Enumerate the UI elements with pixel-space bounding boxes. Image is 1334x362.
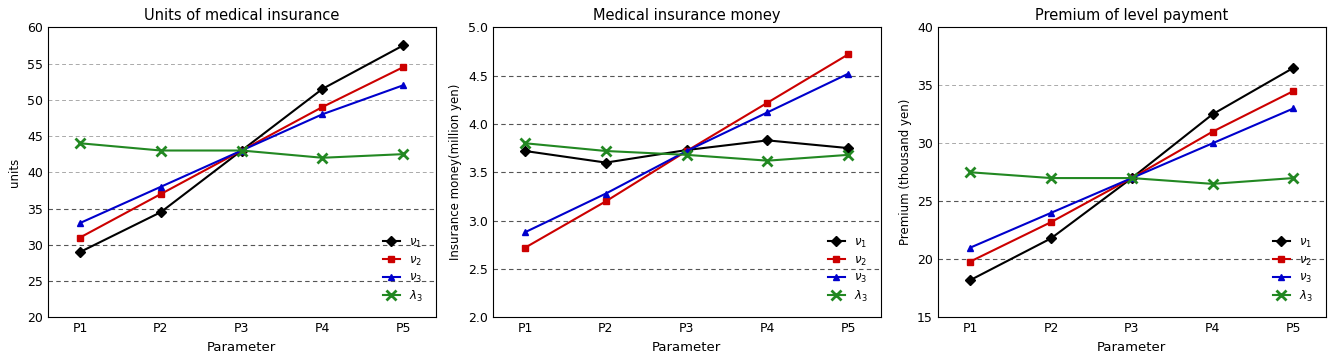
Line: $\nu_2$: $\nu_2$ xyxy=(522,51,851,251)
$\lambda_3$ xyxy=(1205,182,1221,186)
Line: $\nu_1$: $\nu_1$ xyxy=(967,64,1297,283)
$\nu_1$ xyxy=(1286,66,1302,70)
$\nu_1$ xyxy=(1123,176,1139,180)
$\nu_2$ xyxy=(395,65,411,69)
$\nu_2$ xyxy=(759,101,775,105)
$\nu_3$ xyxy=(518,230,534,234)
$\nu_1$ xyxy=(395,43,411,47)
Y-axis label: Insurance money(million yen): Insurance money(million yen) xyxy=(450,84,463,260)
$\lambda_3$ xyxy=(315,156,331,160)
$\nu_2$ xyxy=(840,52,856,56)
$\lambda_3$ xyxy=(598,149,614,153)
$\nu_2$ xyxy=(1286,89,1302,93)
$\nu_1$ xyxy=(518,149,534,153)
$\nu_1$ xyxy=(598,160,614,165)
Line: $\nu_2$: $\nu_2$ xyxy=(967,88,1297,265)
$\nu_1$ xyxy=(153,210,169,214)
$\nu_3$ xyxy=(1205,141,1221,146)
$\nu_1$ xyxy=(315,87,331,91)
$\nu_3$ xyxy=(153,185,169,189)
Title: Premium of level payment: Premium of level payment xyxy=(1035,8,1229,23)
$\nu_3$ xyxy=(72,221,88,225)
X-axis label: Parameter: Parameter xyxy=(1097,341,1166,354)
$\nu_1$ xyxy=(233,148,249,153)
$\nu_3$ xyxy=(395,83,411,88)
$\nu_3$ xyxy=(1123,176,1139,180)
Y-axis label: units: units xyxy=(8,157,21,187)
$\nu_2$ xyxy=(72,235,88,240)
Line: $\nu_3$: $\nu_3$ xyxy=(76,82,407,227)
$\nu_2$ xyxy=(1205,130,1221,134)
$\nu_3$ xyxy=(1043,211,1059,215)
$\lambda_3$ xyxy=(759,159,775,163)
$\lambda_3$ xyxy=(840,153,856,157)
$\nu_2$ xyxy=(153,192,169,196)
Line: $\lambda_3$: $\lambda_3$ xyxy=(75,138,408,163)
$\nu_1$ xyxy=(1205,112,1221,117)
Legend: $\nu_1$, $\nu_2$, $\nu_3$, $\lambda_3$: $\nu_1$, $\nu_2$, $\nu_3$, $\lambda_3$ xyxy=(1269,231,1318,308)
$\lambda_3$ xyxy=(1123,176,1139,180)
$\nu_1$ xyxy=(962,278,978,282)
$\nu_2$ xyxy=(962,260,978,264)
$\lambda_3$ xyxy=(679,153,695,157)
$\lambda_3$ xyxy=(395,152,411,156)
$\nu_3$ xyxy=(598,191,614,196)
$\nu_2$ xyxy=(1043,220,1059,224)
$\nu_1$ xyxy=(72,250,88,254)
$\nu_3$ xyxy=(840,72,856,76)
$\lambda_3$ xyxy=(962,170,978,174)
$\nu_2$ xyxy=(315,105,331,109)
$\nu_1$ xyxy=(759,138,775,143)
Legend: $\nu_1$, $\nu_2$, $\nu_3$, $\lambda_3$: $\nu_1$, $\nu_2$, $\nu_3$, $\lambda_3$ xyxy=(379,231,428,308)
Line: $\lambda_3$: $\lambda_3$ xyxy=(520,138,854,165)
Line: $\nu_2$: $\nu_2$ xyxy=(76,64,407,241)
$\lambda_3$ xyxy=(518,141,534,146)
$\lambda_3$ xyxy=(1286,176,1302,180)
$\nu_1$ xyxy=(679,148,695,152)
$\lambda_3$ xyxy=(1043,176,1059,180)
X-axis label: Parameter: Parameter xyxy=(652,341,722,354)
$\nu_2$ xyxy=(598,199,614,203)
Line: $\nu_3$: $\nu_3$ xyxy=(967,105,1297,251)
$\nu_3$ xyxy=(679,149,695,153)
$\lambda_3$ xyxy=(233,148,249,153)
$\lambda_3$ xyxy=(72,141,88,146)
X-axis label: Parameter: Parameter xyxy=(207,341,276,354)
$\nu_2$ xyxy=(233,148,249,153)
$\nu_3$ xyxy=(315,112,331,117)
Line: $\lambda_3$: $\lambda_3$ xyxy=(966,167,1298,189)
Line: $\nu_1$: $\nu_1$ xyxy=(522,137,851,166)
$\nu_3$ xyxy=(759,110,775,114)
$\nu_1$ xyxy=(1043,236,1059,241)
$\nu_3$ xyxy=(962,245,978,250)
Title: Units of medical insurance: Units of medical insurance xyxy=(144,8,339,23)
Title: Medical insurance money: Medical insurance money xyxy=(592,8,780,23)
$\nu_3$ xyxy=(233,148,249,153)
$\lambda_3$ xyxy=(153,148,169,153)
Line: $\nu_1$: $\nu_1$ xyxy=(76,42,407,256)
$\nu_2$ xyxy=(679,149,695,153)
Legend: $\nu_1$, $\nu_2$, $\nu_3$, $\lambda_3$: $\nu_1$, $\nu_2$, $\nu_3$, $\lambda_3$ xyxy=(823,231,872,308)
Line: $\nu_3$: $\nu_3$ xyxy=(522,70,851,236)
$\nu_2$ xyxy=(1123,176,1139,180)
$\nu_2$ xyxy=(518,245,534,250)
$\nu_1$ xyxy=(840,146,856,150)
Y-axis label: Premium (thousand yen): Premium (thousand yen) xyxy=(899,99,911,245)
$\nu_3$ xyxy=(1286,106,1302,111)
